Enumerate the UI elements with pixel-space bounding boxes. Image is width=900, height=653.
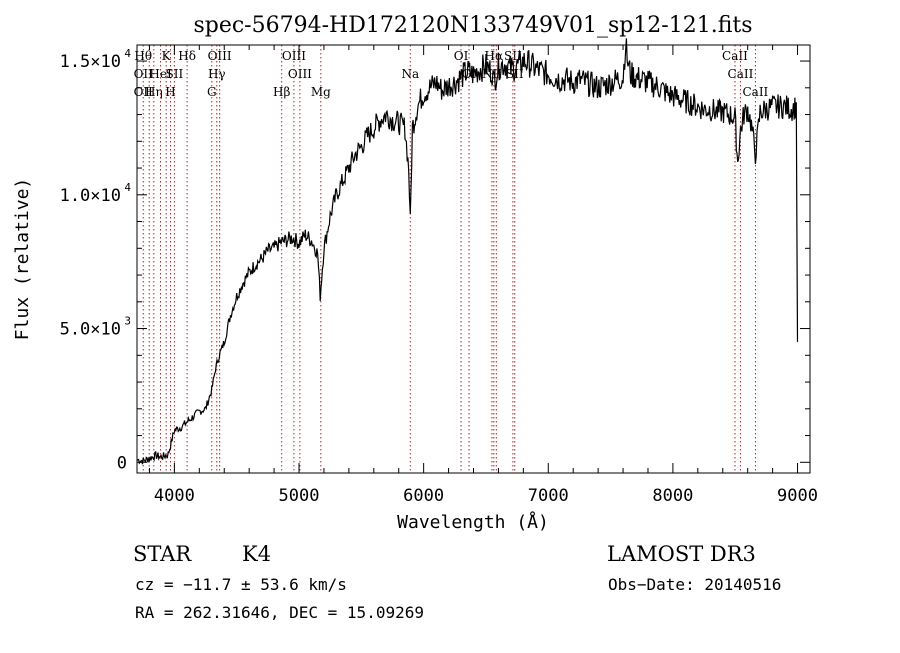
x-tick-label: 7000 [528, 486, 569, 506]
line-marker-label: OII [134, 85, 154, 99]
line-marker-label: K [162, 49, 172, 63]
line-marker-label: CaII [722, 49, 748, 63]
y-tick-exponent: 3 [124, 315, 131, 328]
line-marker-label: Hα [485, 49, 504, 63]
y-tick-exponent: 4 [124, 181, 131, 194]
redshift-value: cz = −11.7 ± 53.6 km/s [135, 575, 347, 594]
line-marker-label: OIII [282, 49, 306, 63]
line-marker-label: OIII [208, 49, 232, 63]
x-axis-label: Wavelength (Å) [397, 511, 549, 533]
line-marker-label: OIII [288, 67, 312, 81]
line-marker-label: Hβ [273, 85, 290, 99]
x-tick-label: 4000 [154, 486, 195, 506]
line-marker-label: Hγ [208, 67, 226, 81]
y-tick-label: 1.0×10 [60, 186, 121, 206]
obs-date: Obs−Date: 20140516 [608, 575, 781, 594]
line-marker-label: CaII [728, 67, 754, 81]
y-axis: 05.0×10 31.0×10 41.5×10 4 [60, 47, 810, 473]
line-marker-label: CaII [742, 85, 768, 99]
x-tick-label: 9000 [777, 486, 818, 506]
line-marker-label: Hθ [134, 49, 152, 63]
x-tick-label: 8000 [652, 486, 693, 506]
line-marker-label: Na [401, 67, 419, 81]
line-marker-label: Hη [145, 85, 163, 99]
x-tick-label: 5000 [279, 486, 320, 506]
y-tick-label: 0 [117, 453, 127, 473]
line-marker-label: G [207, 85, 217, 99]
coordinates: RA = 262.31646, DEC = 15.09269 [135, 603, 424, 622]
spectral-line-markers: HθOIIOIIHηHeIKHSIIHδGHγOIIIHβOIIIOIIIMgN… [134, 45, 769, 473]
line-marker-label: SII [166, 67, 184, 81]
chart-title: spec-56794-HD172120N133749V01_sp12-121.f… [193, 13, 752, 38]
line-marker-label: OI [454, 49, 469, 63]
x-axis: 4000 5000 6000 7000 8000 9000 [148, 45, 818, 506]
spectrum-line [136, 38, 799, 465]
line-marker-label: OII [134, 67, 154, 81]
object-class: STAR [133, 542, 192, 566]
line-marker-label: Hδ [178, 49, 196, 63]
line-marker-label: H [165, 85, 175, 99]
y-tick-exponent: 4 [124, 47, 131, 60]
y-tick-label: 5.0×10 [60, 320, 121, 340]
y-tick-label: 1.5×10 [60, 52, 121, 72]
subclass: K4 [242, 542, 271, 566]
survey-name: LAMOST DR3 [607, 542, 756, 566]
line-marker-label: Mg [311, 85, 331, 99]
x-tick-label: 6000 [403, 486, 444, 506]
y-axis-label: Flux (relative) [12, 178, 33, 341]
